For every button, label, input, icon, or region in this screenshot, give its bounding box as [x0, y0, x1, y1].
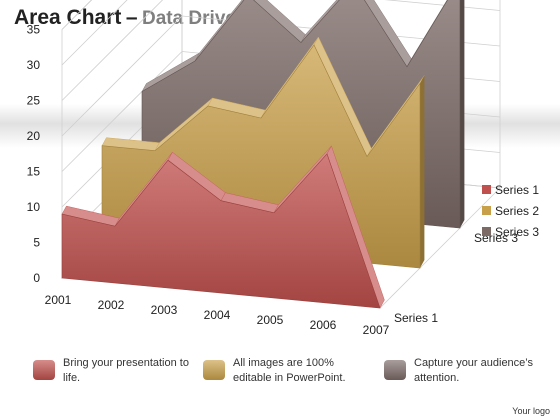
y-tick-label: 5	[33, 236, 40, 250]
footer-item-3: Capture your audience’s attention.	[384, 352, 554, 392]
title-separator: –	[125, 6, 138, 29]
footer-swatch-icon	[33, 360, 55, 380]
y-tick-label: 30	[27, 58, 41, 72]
area-series-1	[61, 153, 381, 309]
y-tick-label: 25	[27, 94, 41, 108]
footer-bar: Bring your presentation to life. All ima…	[0, 352, 560, 392]
logo-text: Your logo	[512, 406, 550, 416]
area-end	[460, 0, 465, 228]
title-main: Area Chart	[14, 6, 122, 29]
legend-label: Series 3	[495, 225, 539, 239]
page-title: Area Chart – Data Driven	[14, 6, 248, 30]
title-subtitle: Data Driven	[141, 8, 248, 29]
x-tick-label: 2004	[204, 308, 231, 322]
footer-item-2: All images are 100% editable in PowerPoi…	[203, 352, 373, 392]
area-chart: 0 5 10 15 20 25 30 35 2001 2002 2003 2004 2005 2006 20…	[27, 0, 539, 337]
depth-axis-label: Series 1	[394, 311, 438, 325]
y-tick-label: 10	[27, 200, 41, 214]
y-tick-label: 0	[33, 271, 40, 285]
legend-swatch	[482, 227, 491, 236]
footer-text: Bring your presentation to life.	[63, 357, 189, 384]
x-tick-label: 2006	[310, 318, 337, 332]
area-end	[420, 75, 425, 269]
footer-text: All images are 100% editable in PowerPoi…	[233, 357, 346, 384]
y-tick-label: 20	[27, 129, 41, 143]
x-tick-label: 2002	[98, 298, 125, 312]
x-tick-label: 2007	[363, 323, 390, 337]
x-tick-label: 2001	[45, 293, 72, 307]
footer-swatch-icon	[384, 360, 406, 380]
footer-swatch-icon	[203, 360, 225, 380]
legend-swatch	[482, 185, 491, 194]
gridline	[61, 0, 501, 101]
y-tick-label: 15	[27, 165, 41, 179]
footer-text: Capture your audience’s attention.	[414, 357, 534, 384]
legend-label: Series 2	[495, 204, 539, 218]
legend-swatch	[482, 206, 491, 215]
footer-item-1: Bring your presentation to life.	[33, 352, 203, 392]
x-tick-label: 2005	[257, 313, 284, 327]
y-tick-label: 35	[27, 23, 41, 37]
series-1	[61, 145, 385, 309]
x-tick-label: 2003	[151, 303, 178, 317]
gridline	[61, 0, 128, 66]
legend-label: Series 1	[495, 183, 539, 197]
